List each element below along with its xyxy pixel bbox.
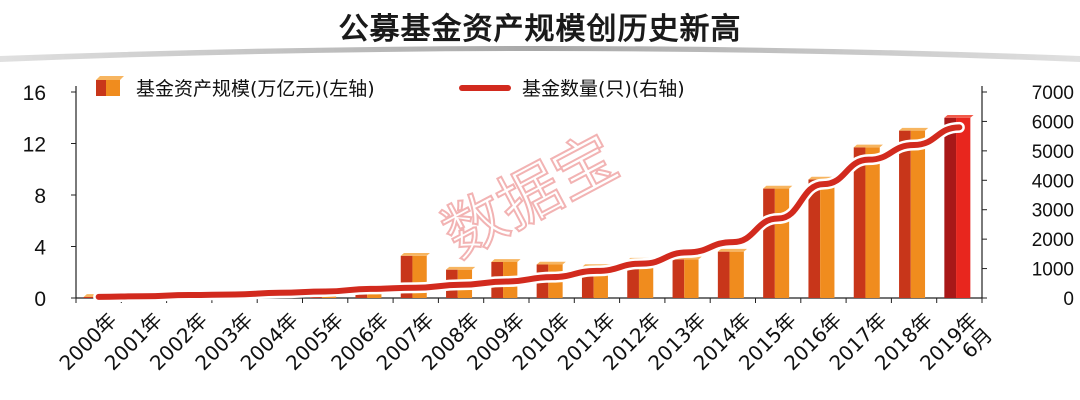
y-left-tick-label: 8 [34,185,46,208]
bar-front-face [910,130,926,298]
legend-bar-swatch-top [96,76,124,80]
bar-top-face [446,266,476,270]
bar [672,256,702,298]
bar-left-face [944,117,957,298]
bar-left-face [808,179,821,298]
y-right-tick-label: 0 [1063,289,1074,310]
bar-top-face [899,127,929,131]
bar-left-face [853,147,866,298]
bar-left-face [400,255,413,298]
legend-label-line: 基金数量(只)(右轴) [522,78,685,100]
bar [717,248,748,298]
bar-left-face [763,188,775,298]
y-right-tick-label: 1000 [1032,260,1074,281]
bar [853,144,883,298]
bar-front-face [774,188,790,298]
bar-left-face [627,260,639,298]
bar-top-face [491,259,521,262]
bar-left-face [672,259,685,298]
y-right-tick-label: 4000 [1032,171,1074,192]
y-left-tick-label: 4 [34,237,46,260]
bar-front-face [865,147,880,298]
bar-left-face [717,251,730,298]
bar-front-face [956,117,971,298]
bar-top-face [400,252,430,256]
bar [763,185,793,298]
y-right-tick-label: 3000 [1032,201,1074,222]
bar-front-face [729,251,744,298]
bar-top-face [853,144,883,148]
y-right-tick-label: 2000 [1032,230,1074,251]
legend-bar-swatch-side [96,80,106,96]
bar-front-face [638,260,654,298]
bar-left-face [581,267,594,298]
title-divider [0,46,1080,62]
y-right-tick-label: 5000 [1032,142,1074,163]
y-right-tick-label: 6000 [1032,112,1074,133]
line-series [95,124,963,300]
watermark: 数据宝 [431,120,630,272]
chart-title: 公募基金资产规模创历史新高 [338,12,742,47]
legend-label-bars: 基金资产规模(万亿元)(左轴) [136,78,375,100]
bar [944,114,974,298]
bar-top-face [536,261,566,265]
legend-bar-swatch-front [106,80,120,96]
bar-front-face [820,179,835,298]
y-right-tick-label: 7000 [1032,83,1074,104]
y-left-tick-label: 12 [23,134,46,157]
bar-top-face [763,185,793,189]
bar-front-face [684,259,699,298]
y-left-tick-label: 16 [23,82,46,105]
bar-left-face [899,130,911,298]
bar-top-face [717,248,748,252]
bar-top-face [944,114,974,118]
bar [899,127,929,298]
y-left-tick-label: 0 [34,288,46,311]
bar [808,176,838,298]
bar-left-face [83,296,96,298]
